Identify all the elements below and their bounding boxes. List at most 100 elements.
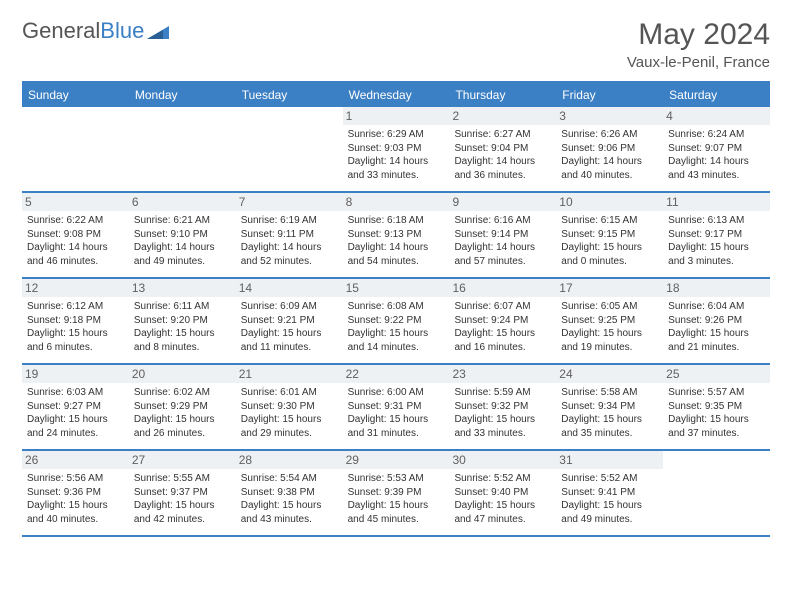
day-details: Sunrise: 6:27 AMSunset: 9:04 PMDaylight:… xyxy=(454,128,551,182)
location-label: Vaux-le-Penil, France xyxy=(627,54,770,71)
day-number: 5 xyxy=(22,193,129,211)
day-details: Sunrise: 6:26 AMSunset: 9:06 PMDaylight:… xyxy=(561,128,658,182)
day-number: 4 xyxy=(663,107,770,125)
day-cell: . xyxy=(236,107,343,191)
day-number: 25 xyxy=(663,365,770,383)
day-cell: 16Sunrise: 6:07 AMSunset: 9:24 PMDayligh… xyxy=(449,279,556,363)
day-number: 26 xyxy=(22,451,129,469)
day-number: 31 xyxy=(556,451,663,469)
day-cell: 18 Sunrise: 6:04 AMSunset: 9:26 PMDayligh… xyxy=(663,279,770,363)
day-number: 6 xyxy=(129,193,236,211)
day-cell: 31 Sunrise: 5:52 AMSunset: 9:41 PMDayligh… xyxy=(556,451,663,535)
day-number: 29 xyxy=(343,451,450,469)
week-row: 26 Sunrise: 5:56 AMSunset: 9:36 PMDayligh… xyxy=(22,451,770,537)
day-details: Sunrise: 6:29 AMSunset: 9:03 PMDaylight:… xyxy=(348,128,445,182)
logo-text-1: General xyxy=(22,18,100,44)
logo-text-2: Blue xyxy=(100,18,144,44)
day-cell: 21 Sunrise: 6:01 AMSunset: 9:30 PMDayligh… xyxy=(236,365,343,449)
day-cell: 20 Sunrise: 6:02 AMSunset: 9:29 PMDayligh… xyxy=(129,365,236,449)
day-cell: 15Sunrise: 6:08 AMSunset: 9:22 PMDayligh… xyxy=(343,279,450,363)
dow-cell: Thursday xyxy=(449,83,556,107)
day-details: Sunrise: 6:08 AMSunset: 9:22 PMDaylight:… xyxy=(348,300,445,354)
dow-cell: Wednesday xyxy=(343,83,450,107)
day-number: 9 xyxy=(449,193,556,211)
day-cell: . xyxy=(663,451,770,535)
day-cell: 27 Sunrise: 5:55 AMSunset: 9:37 PMDayligh… xyxy=(129,451,236,535)
day-cell: 13 Sunrise: 6:11 AMSunset: 9:20 PMDayligh… xyxy=(129,279,236,363)
day-cell: 10 Sunrise: 6:15 AMSunset: 9:15 PMDayligh… xyxy=(556,193,663,277)
day-cell: 12 Sunrise: 6:12 AMSunset: 9:18 PMDayligh… xyxy=(22,279,129,363)
day-number: 3 xyxy=(556,107,663,125)
day-number: 28 xyxy=(236,451,343,469)
dow-cell: Tuesday xyxy=(236,83,343,107)
day-number: 11 xyxy=(663,193,770,211)
day-details: Sunrise: 6:19 AMSunset: 9:11 PMDaylight:… xyxy=(241,214,338,268)
dow-cell: Friday xyxy=(556,83,663,107)
day-number: 14 xyxy=(236,279,343,297)
day-details: Sunrise: 6:03 AMSunset: 9:27 PMDaylight:… xyxy=(27,386,124,440)
day-cell: . xyxy=(129,107,236,191)
day-number: 23 xyxy=(449,365,556,383)
day-number: 17 xyxy=(556,279,663,297)
day-details: Sunrise: 6:01 AMSunset: 9:30 PMDaylight:… xyxy=(241,386,338,440)
day-cell: 14 Sunrise: 6:09 AMSunset: 9:21 PMDayligh… xyxy=(236,279,343,363)
day-cell: 22 Sunrise: 6:00 AMSunset: 9:31 PMDayligh… xyxy=(343,365,450,449)
day-details: Sunrise: 6:04 AMSunset: 9:26 PMDaylight:… xyxy=(668,300,765,354)
day-cell: 30 Sunrise: 5:52 AMSunset: 9:40 PMDayligh… xyxy=(449,451,556,535)
month-title: May 2024 xyxy=(627,18,770,52)
day-number: 21 xyxy=(236,365,343,383)
day-cell: 9 Sunrise: 6:16 AMSunset: 9:14 PMDaylight… xyxy=(449,193,556,277)
day-number: 7 xyxy=(236,193,343,211)
day-number: 2 xyxy=(449,107,556,125)
day-details: Sunrise: 5:53 AMSunset: 9:39 PMDaylight:… xyxy=(348,472,445,526)
weeks-container: ...1Sunrise: 6:29 AMSunset: 9:03 PMDayli… xyxy=(22,107,770,537)
day-number: 12 xyxy=(22,279,129,297)
day-details: Sunrise: 5:52 AMSunset: 9:40 PMDaylight:… xyxy=(454,472,551,526)
day-details: Sunrise: 6:05 AMSunset: 9:25 PMDaylight:… xyxy=(561,300,658,354)
day-cell: 11 Sunrise: 6:13 AMSunset: 9:17 PMDayligh… xyxy=(663,193,770,277)
day-details: Sunrise: 6:13 AMSunset: 9:17 PMDaylight:… xyxy=(668,214,765,268)
day-number: 1 xyxy=(343,107,450,125)
day-details: Sunrise: 6:09 AMSunset: 9:21 PMDaylight:… xyxy=(241,300,338,354)
calendar: SundayMondayTuesdayWednesdayThursdayFrid… xyxy=(22,81,770,537)
day-cell: 28 Sunrise: 5:54 AMSunset: 9:38 PMDayligh… xyxy=(236,451,343,535)
day-details: Sunrise: 5:52 AMSunset: 9:41 PMDaylight:… xyxy=(561,472,658,526)
week-row: 19 Sunrise: 6:03 AMSunset: 9:27 PMDayligh… xyxy=(22,365,770,451)
day-number: 22 xyxy=(343,365,450,383)
day-cell: 1 Sunrise: 6:29 AMSunset: 9:03 PMDaylight… xyxy=(343,107,450,191)
title-block: May 2024 Vaux-le-Penil, France xyxy=(627,18,770,71)
day-cell: 3 Sunrise: 6:26 AMSunset: 9:06 PMDaylight… xyxy=(556,107,663,191)
day-number: 18 xyxy=(663,279,770,297)
day-details: Sunrise: 5:57 AMSunset: 9:35 PMDaylight:… xyxy=(668,386,765,440)
day-number: 27 xyxy=(129,451,236,469)
day-number: 19 xyxy=(22,365,129,383)
day-cell: 17 Sunrise: 6:05 AMSunset: 9:25 PMDayligh… xyxy=(556,279,663,363)
day-details: Sunrise: 6:11 AMSunset: 9:20 PMDaylight:… xyxy=(134,300,231,354)
week-row: ...1Sunrise: 6:29 AMSunset: 9:03 PMDayli… xyxy=(22,107,770,193)
day-number: 24 xyxy=(556,365,663,383)
day-details: Sunrise: 6:02 AMSunset: 9:29 PMDaylight:… xyxy=(134,386,231,440)
day-details: Sunrise: 5:55 AMSunset: 9:37 PMDaylight:… xyxy=(134,472,231,526)
day-details: Sunrise: 6:16 AMSunset: 9:14 PMDaylight:… xyxy=(454,214,551,268)
day-details: Sunrise: 6:07 AMSunset: 9:24 PMDaylight:… xyxy=(454,300,551,354)
day-number: 13 xyxy=(129,279,236,297)
week-row: 5 Sunrise: 6:22 AMSunset: 9:08 PMDaylight… xyxy=(22,193,770,279)
day-details: Sunrise: 5:54 AMSunset: 9:38 PMDaylight:… xyxy=(241,472,338,526)
day-cell: 29 Sunrise: 5:53 AMSunset: 9:39 PMDayligh… xyxy=(343,451,450,535)
day-number: 10 xyxy=(556,193,663,211)
day-number: 8 xyxy=(343,193,450,211)
day-cell: 25 Sunrise: 5:57 AMSunset: 9:35 PMDayligh… xyxy=(663,365,770,449)
day-cell: 19 Sunrise: 6:03 AMSunset: 9:27 PMDayligh… xyxy=(22,365,129,449)
day-details: Sunrise: 6:12 AMSunset: 9:18 PMDaylight:… xyxy=(27,300,124,354)
day-details: Sunrise: 6:00 AMSunset: 9:31 PMDaylight:… xyxy=(348,386,445,440)
day-details: Sunrise: 6:15 AMSunset: 9:15 PMDaylight:… xyxy=(561,214,658,268)
day-cell: 23Sunrise: 5:59 AMSunset: 9:32 PMDayligh… xyxy=(449,365,556,449)
day-number: 20 xyxy=(129,365,236,383)
day-cell: 5 Sunrise: 6:22 AMSunset: 9:08 PMDaylight… xyxy=(22,193,129,277)
week-row: 12 Sunrise: 6:12 AMSunset: 9:18 PMDayligh… xyxy=(22,279,770,365)
day-details: Sunrise: 5:56 AMSunset: 9:36 PMDaylight:… xyxy=(27,472,124,526)
header: GeneralBlue May 2024 Vaux-le-Penil, Fran… xyxy=(22,18,770,71)
dow-cell: Sunday xyxy=(22,83,129,107)
day-details: Sunrise: 6:22 AMSunset: 9:08 PMDaylight:… xyxy=(27,214,124,268)
day-number: 30 xyxy=(449,451,556,469)
